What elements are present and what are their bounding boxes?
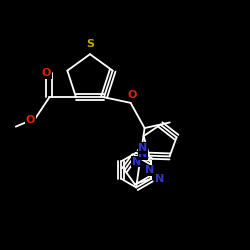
Text: N: N [154, 174, 164, 184]
Text: O: O [42, 68, 51, 78]
Text: N: N [138, 143, 147, 153]
Text: O: O [26, 115, 35, 125]
Text: O: O [128, 90, 137, 100]
Text: N: N [144, 165, 154, 175]
Text: N: N [132, 157, 141, 167]
Text: S: S [86, 39, 94, 49]
Text: N: N [138, 149, 147, 159]
